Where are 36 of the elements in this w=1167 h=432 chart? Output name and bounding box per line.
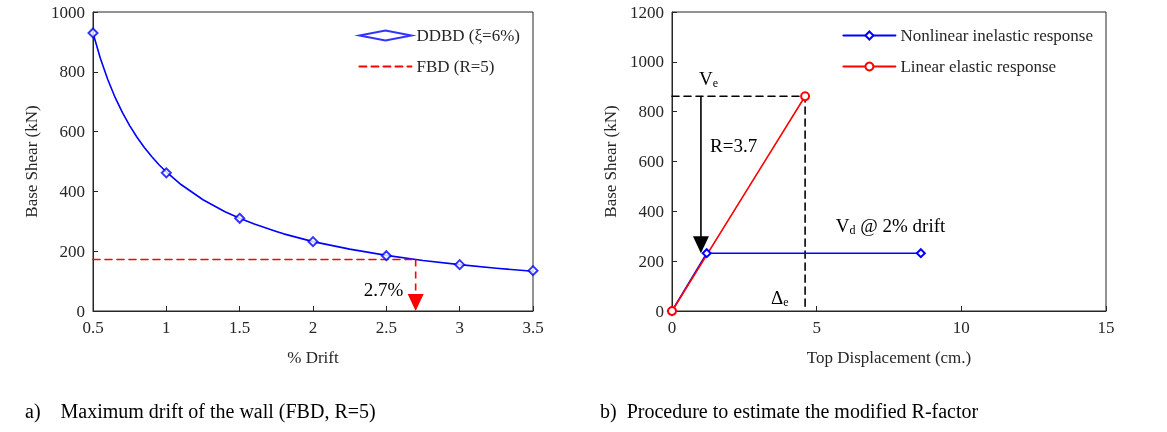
x-tick-label: 0 xyxy=(667,318,677,337)
y-tick-label: 200 xyxy=(638,251,664,271)
y-tick-label: 0 xyxy=(655,301,664,321)
x-tick-label: 1.5 xyxy=(229,318,251,337)
x-tick-label: 5 xyxy=(812,318,821,337)
y-axis-title: Base Shear (kN) xyxy=(601,105,621,218)
x-tick-label: 2.5 xyxy=(375,318,397,337)
y-tick-label: 600 xyxy=(638,152,664,171)
x-tick-label: 3 xyxy=(455,318,464,337)
x-tick-label: 1 xyxy=(162,318,171,337)
text: a) Maximum drift of the wall (FBD, R=5) xyxy=(25,400,376,423)
x-tick-label: 15 xyxy=(1097,318,1115,337)
y-tick-label: 200 xyxy=(59,241,85,261)
legend-label: DDBD (ξ=6%) xyxy=(416,26,521,45)
y-tick-label: 0 xyxy=(76,301,85,321)
annotation: R=3.7 xyxy=(710,134,758,156)
y-tick-label: 400 xyxy=(638,201,664,221)
legend-label: Nonlinear inelastic response xyxy=(900,26,1094,45)
text: b) Procedure to estimate the modified R-factor xyxy=(600,400,979,423)
y-tick-label: 800 xyxy=(638,102,664,122)
y-tick-label: 600 xyxy=(59,122,85,142)
legend-label: FBD (R=5) xyxy=(416,57,495,76)
x-axis-title: % Drift xyxy=(287,348,339,367)
y-tick-label: 1000 xyxy=(51,2,85,22)
x-tick-label: 3.5 xyxy=(522,318,544,337)
legend-label: Linear elastic response xyxy=(900,57,1057,76)
x-axis-title: Top Displacement (cm.) xyxy=(806,348,972,367)
y-tick-label: 800 xyxy=(59,62,85,82)
y-tick-label: 1200 xyxy=(630,2,664,22)
x-tick-label: 10 xyxy=(952,318,970,337)
y-tick-label: 1000 xyxy=(630,52,664,72)
y-tick-label: 400 xyxy=(59,181,85,201)
annotation: 2.7% xyxy=(363,279,404,301)
y-axis-title: Base Shear (kN) xyxy=(22,105,42,218)
x-tick-label: 0.5 xyxy=(82,318,104,337)
x-tick-label: 2 xyxy=(308,318,318,337)
